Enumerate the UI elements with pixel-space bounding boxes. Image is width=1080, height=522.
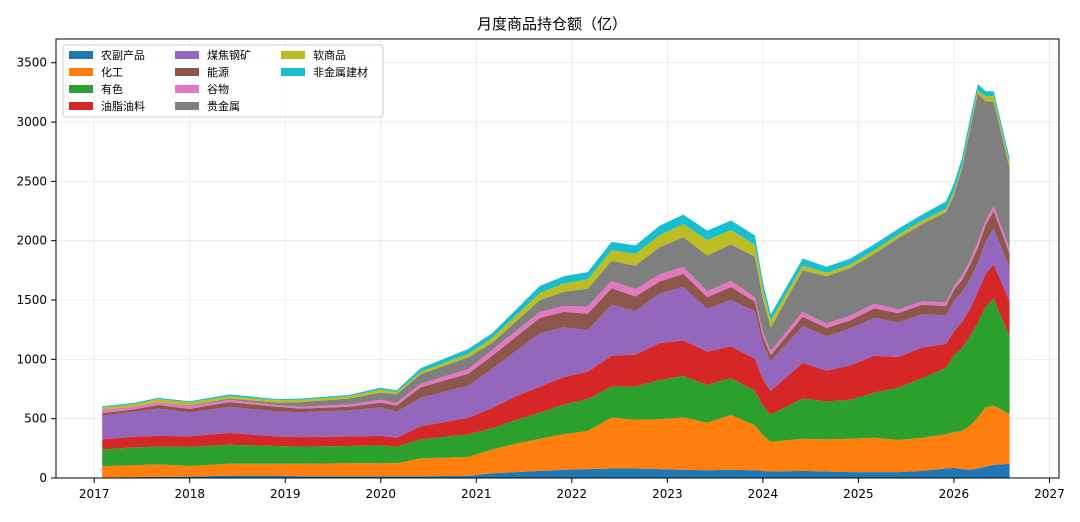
x-tick-label: 2021 (461, 487, 492, 501)
legend-entry: 软商品 (281, 48, 346, 62)
legend-entry: 谷物 (175, 82, 229, 96)
y-tick-label: 3500 (16, 56, 47, 70)
x-tick-label: 2017 (79, 487, 110, 501)
legend-entry: 农副产品 (69, 48, 145, 62)
y-tick-label: 3000 (16, 115, 47, 129)
x-tick-label: 2027 (1034, 487, 1065, 501)
x-tick-label: 2022 (557, 487, 588, 501)
legend-swatch (175, 68, 199, 76)
legend-swatch (69, 85, 93, 93)
legend-label: 非金属建材 (313, 65, 368, 79)
y-tick-label: 0 (39, 471, 47, 485)
x-tick-label: 2026 (939, 487, 970, 501)
legend-swatch (281, 68, 305, 76)
x-tick-label: 2025 (843, 487, 874, 501)
legend-entry: 油脂油料 (69, 99, 145, 113)
area-series-有色 (102, 298, 1010, 467)
legend-swatch (281, 51, 305, 59)
x-tick-label: 2024 (748, 487, 779, 501)
legend-entry: 能源 (175, 65, 229, 79)
legend-swatch (69, 68, 93, 76)
legend-frame (62, 44, 384, 118)
chart-title: 月度商品持仓额（亿） (477, 15, 627, 33)
legend-swatch (69, 51, 93, 59)
area-series-煤焦钢矿 (102, 228, 1010, 440)
legend-swatch (175, 85, 199, 93)
legend-label: 贵金属 (207, 99, 240, 113)
y-tick-label: 1500 (16, 293, 47, 307)
plot-area-frame (55, 38, 1060, 479)
legend-entry: 有色 (69, 82, 123, 96)
area-series-油脂油料 (102, 264, 1010, 450)
x-tick-label: 2020 (366, 487, 397, 501)
legend-label: 化工 (101, 65, 123, 79)
area-series-农副产品 (102, 463, 1010, 478)
legend-label: 农副产品 (101, 48, 145, 62)
area-series-化工 (102, 405, 1010, 478)
legend-entry: 化工 (69, 65, 123, 79)
area-series-谷物 (102, 206, 1010, 414)
legend-label: 煤焦钢矿 (207, 49, 251, 62)
area-series-贵金属 (102, 93, 1010, 410)
x-tick-label: 2019 (270, 487, 301, 501)
x-tick-label: 2023 (652, 487, 683, 501)
legend-label: 能源 (207, 65, 229, 79)
axes: 2017 2018 2019 2020 2021 2022 2023 2024 2025 2026… (16, 56, 1064, 501)
legend-swatch (69, 102, 93, 110)
y-tick-label: 500 (24, 412, 47, 426)
legend-entry: 煤焦钢矿 (175, 49, 251, 62)
y-tick-label: 2000 (16, 234, 47, 248)
legend-entry: 非金属建材 (281, 65, 368, 79)
area-series-layer (102, 84, 1010, 478)
legend-entry: 贵金属 (175, 99, 240, 113)
legend-label: 有色 (101, 82, 123, 96)
y-tick-label: 2500 (16, 174, 47, 188)
legend-label: 谷物 (207, 82, 229, 96)
x-tick-label: 2018 (174, 487, 205, 501)
legend-swatch (175, 51, 199, 59)
legend-label: 软商品 (313, 48, 346, 62)
legend-swatch (175, 102, 199, 110)
y-tick-label: 1000 (16, 352, 47, 366)
legend-label: 油脂油料 (101, 99, 145, 113)
